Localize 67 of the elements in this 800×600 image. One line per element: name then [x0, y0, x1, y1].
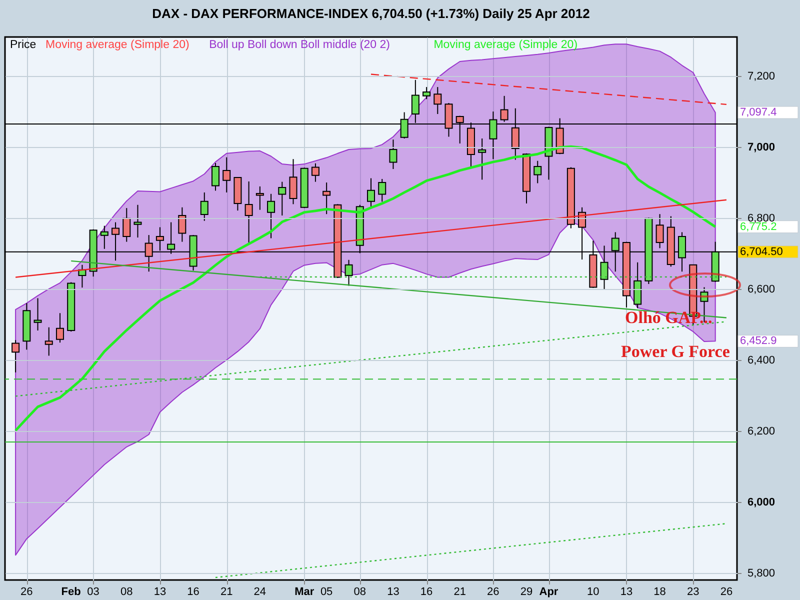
candlestick	[134, 204, 142, 238]
y-tick-label: 7,000	[748, 142, 776, 154]
text: 6,704.50	[740, 246, 783, 258]
y-tick-label: 5,800	[748, 567, 776, 580]
candlestick	[478, 138, 486, 180]
x-tick-label: 16	[187, 586, 200, 598]
x-tick-label: 26	[20, 586, 33, 598]
candlestick	[244, 180, 253, 243]
x-tick-label: 13	[387, 586, 400, 598]
candlestick	[311, 162, 320, 182]
x-tick-label: 21	[220, 586, 233, 598]
x-tick-label: 24	[254, 586, 266, 598]
y-tick-label: 6,000	[748, 496, 776, 508]
x-tick-label: 18	[654, 586, 666, 598]
y-tick-label: 6,600	[748, 283, 776, 296]
x-tick-label: 26	[487, 586, 500, 598]
candlestick	[344, 259, 353, 286]
candlestick	[200, 192, 208, 222]
x-tick-label: 08	[354, 586, 366, 598]
candlestick	[12, 340, 20, 373]
y-tick-label: 6,200	[748, 425, 776, 438]
candlestick	[422, 86, 431, 100]
candlestick	[634, 262, 642, 309]
x-tick-label: Feb	[61, 586, 82, 598]
x-tick-label: 26	[720, 586, 733, 598]
text: Moving average (Simple 20)	[434, 39, 578, 51]
candlestick	[656, 214, 664, 249]
annotation: Power G Force	[621, 342, 730, 361]
y-tick-label: 7,200	[748, 70, 776, 83]
x-tick-label: 13	[620, 586, 633, 598]
x-tick-label: Mar	[294, 586, 315, 598]
candlestick	[289, 158, 298, 205]
candlestick	[222, 156, 231, 193]
legend-label: Boll up Boll down Boll middle (20 2)	[209, 39, 390, 51]
candlestick	[56, 312, 64, 344]
x-tick-label: 29	[520, 586, 533, 598]
candlestick	[389, 139, 398, 170]
chart-title: DAX - DAX PERFORMANCE-INDEX 6,704.50 (+1.73%) Daily 25 Apr 2012	[152, 6, 590, 21]
x-tick-label: Apr	[539, 586, 559, 598]
candlestick	[211, 162, 220, 192]
text: 6,452.9	[740, 335, 777, 348]
candlestick	[378, 178, 386, 202]
x-tick-label: 13	[154, 586, 166, 598]
candlestick	[34, 298, 42, 332]
x-tick-label: 21	[454, 586, 466, 598]
candlestick	[434, 86, 442, 115]
candlestick	[44, 326, 53, 356]
text: 6,775.2	[740, 220, 777, 233]
text: 7,097.4	[740, 106, 777, 118]
candlestick	[267, 193, 276, 239]
candlestick	[278, 181, 286, 216]
candlestick	[322, 182, 331, 215]
x-tick-label: 23	[687, 586, 700, 598]
x-tick-label: 16	[420, 586, 433, 598]
text: Price	[10, 39, 36, 51]
x-tick-label: 10	[587, 586, 600, 598]
legend-label: Moving average (Simple 20)	[46, 39, 190, 51]
candlestick	[100, 225, 108, 250]
y-tick-label: 6,400	[748, 354, 776, 366]
x-tick-label: 08	[120, 586, 133, 598]
candlestick	[256, 186, 264, 210]
x-tick-label: 03	[87, 586, 100, 598]
x-tick-label: 05	[320, 586, 333, 598]
candlestick	[178, 206, 186, 242]
candlestick	[534, 160, 542, 184]
candlestick	[367, 178, 375, 208]
candlestick	[122, 208, 131, 242]
